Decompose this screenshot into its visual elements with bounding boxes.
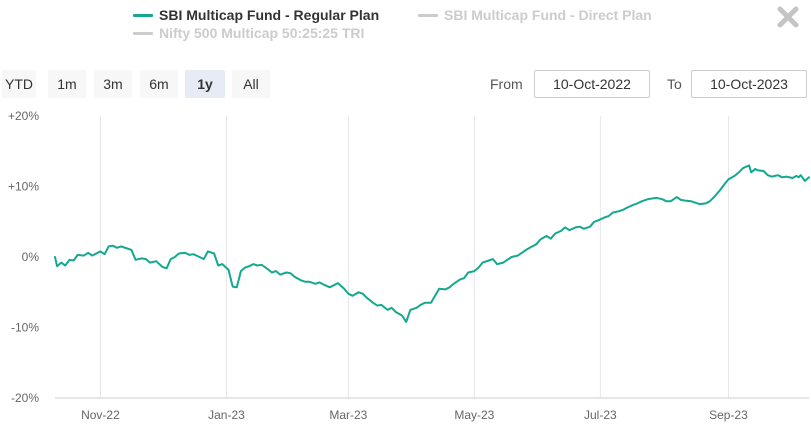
from-date-input[interactable] — [534, 70, 650, 98]
legend-item-direct-plan[interactable]: SBI Multicap Fund - Direct Plan — [418, 6, 652, 24]
x-tick-label-mar-23: Mar-23 — [329, 408, 367, 422]
range-button-ytd[interactable]: YTD — [2, 70, 36, 98]
range-button-1m[interactable]: 1m — [48, 70, 86, 98]
legend-swatch-benchmark — [133, 31, 153, 35]
y-axis-labels: +20% +10% 0% -10% -20% — [8, 109, 39, 405]
legend-label-regular-plan: SBI Multicap Fund - Regular Plan — [159, 7, 380, 23]
range-button-all[interactable]: All — [232, 70, 270, 98]
legend-label-benchmark: Nifty 500 Multicap 50:25:25 TRI — [159, 25, 365, 41]
series-line-regular-plan[interactable] — [54, 164, 810, 323]
x-axis-labels: Nov-22 Jan-23 Mar-23 May-23 Jul-23 Sep-2… — [81, 408, 748, 422]
from-label: From — [490, 76, 523, 92]
to-label: To — [667, 76, 682, 92]
y-tick-label-minus-20: -20% — [11, 391, 39, 405]
legend-swatch-regular-plan — [133, 13, 153, 17]
y-tick-label-plus-20: +20% — [8, 109, 39, 123]
x-tick-label-sep-23: Sep-23 — [709, 408, 748, 422]
legend-swatch-direct-plan — [418, 13, 438, 17]
x-tick-label-nov-22: Nov-22 — [81, 408, 120, 422]
close-icon — [777, 6, 799, 28]
range-button-6m[interactable]: 6m — [140, 70, 178, 98]
legend-item-benchmark[interactable]: Nifty 500 Multicap 50:25:25 TRI — [133, 24, 364, 42]
y-tick-label-0: 0% — [22, 250, 40, 264]
y-tick-label-minus-10: -10% — [11, 321, 39, 335]
to-date-input[interactable] — [691, 70, 807, 98]
x-tick-label-jul-23: Jul-23 — [584, 408, 617, 422]
y-tick-label-plus-10: +10% — [8, 180, 39, 194]
grid-lines — [99, 116, 729, 398]
range-selector: YTD 1m 3m 6m 1y All From To — [0, 68, 811, 102]
performance-chart: +20% +10% 0% -10% -20% Nov-22 Jan-23 Mar… — [8, 109, 810, 422]
legend-item-regular-plan[interactable]: SBI Multicap Fund - Regular Plan — [133, 6, 379, 24]
range-button-3m[interactable]: 3m — [94, 70, 132, 98]
legend-label-direct-plan: SBI Multicap Fund - Direct Plan — [444, 7, 652, 23]
x-tick-label-jan-23: Jan-23 — [208, 408, 245, 422]
close-button[interactable] — [773, 2, 803, 32]
x-tick-label-may-23: May-23 — [454, 408, 494, 422]
range-button-1y[interactable]: 1y — [185, 70, 225, 98]
chart-legend: SBI Multicap Fund - Regular Plan SBI Mul… — [0, 0, 811, 45]
